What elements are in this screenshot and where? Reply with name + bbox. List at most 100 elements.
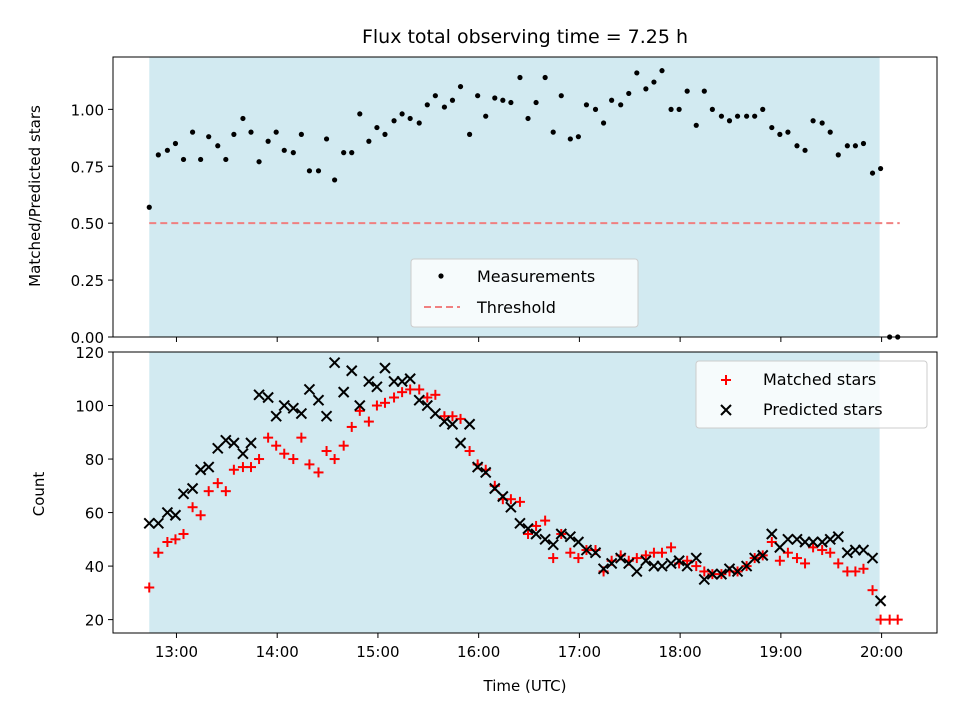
measurement-point bbox=[877, 165, 884, 172]
predicted-star-point bbox=[748, 552, 761, 564]
predicted-star-point bbox=[262, 391, 274, 404]
measurement-point bbox=[466, 131, 473, 137]
y-tick-label: 80 bbox=[85, 451, 104, 469]
measurement-point bbox=[374, 124, 380, 131]
measurement-point bbox=[281, 147, 287, 153]
predicted-star-point bbox=[497, 490, 509, 503]
predicted-star-point bbox=[757, 549, 769, 562]
legend-threshold-label: Threshold bbox=[476, 298, 556, 317]
predicted-star-point bbox=[597, 563, 610, 575]
measurement-point bbox=[701, 88, 707, 94]
measurement-point bbox=[416, 120, 422, 126]
y-tick-label: 1.00 bbox=[71, 101, 104, 119]
predicted-star-point bbox=[287, 402, 300, 414]
count-panel: 20 40 60 80 100 120 13:00 14:00 15:00 16:00 17:00… bbox=[30, 344, 938, 695]
predicted-star-point bbox=[202, 461, 215, 473]
measurement-point bbox=[146, 204, 152, 210]
measurement-point bbox=[794, 143, 800, 149]
matched-star-point bbox=[682, 555, 693, 566]
legend-measurements-label: Measurements bbox=[477, 267, 595, 286]
legend-predicted-label: Predicted stars bbox=[763, 400, 883, 419]
predicted-star-point bbox=[832, 530, 844, 543]
measurement-point bbox=[634, 70, 640, 76]
measurement-point bbox=[315, 168, 322, 174]
matched-star-point bbox=[430, 389, 441, 400]
measurement-point bbox=[290, 150, 296, 156]
matched-star-point bbox=[389, 392, 400, 403]
predicted-star-point bbox=[429, 407, 442, 420]
predicted-star-point bbox=[631, 565, 643, 578]
y-tick-label: 0.50 bbox=[71, 215, 104, 233]
matched-star-point bbox=[195, 510, 206, 521]
measurement-point bbox=[567, 136, 573, 142]
matched-star-point bbox=[321, 446, 332, 457]
measurement-point bbox=[198, 156, 204, 163]
matched-star-point bbox=[464, 446, 475, 457]
measurement-point bbox=[180, 156, 187, 163]
ratio-panel-frame bbox=[112, 56, 938, 338]
predicted-star-point bbox=[715, 568, 728, 580]
matched-star-point bbox=[203, 486, 214, 497]
predicted-star-point bbox=[295, 407, 308, 420]
matched-star-point bbox=[531, 520, 542, 531]
measurement-point bbox=[533, 99, 539, 106]
x-tick-label: 18:00 bbox=[659, 643, 702, 661]
measurement-point bbox=[332, 177, 338, 183]
ratio-y-ticks: 0.00 0.25 0.50 0.75 1.00 bbox=[71, 101, 113, 347]
measurement-point bbox=[802, 147, 808, 153]
measurement-point bbox=[583, 102, 590, 108]
predicted-star-point bbox=[245, 437, 257, 449]
chart-title: Flux total observing time = 7.25 h bbox=[362, 26, 688, 48]
y-tick-label: 0.75 bbox=[71, 158, 104, 176]
measurement-point bbox=[164, 147, 170, 153]
measurement-point bbox=[492, 95, 498, 101]
y-tick-label: 40 bbox=[85, 558, 104, 576]
predicted-star-point bbox=[857, 544, 870, 556]
ratio-y-axis-label: Matched/Predicted stars bbox=[26, 105, 44, 287]
matched-star-point bbox=[220, 486, 231, 497]
measurement-point bbox=[769, 124, 775, 131]
predicted-star-point bbox=[363, 375, 375, 388]
measurement-point bbox=[651, 79, 657, 85]
matched-star-point bbox=[540, 515, 551, 526]
predicted-star-point bbox=[589, 547, 602, 559]
legend-box bbox=[695, 360, 928, 429]
matched-star-point bbox=[774, 555, 785, 566]
matched-star-point bbox=[817, 545, 828, 556]
predicted-star-point bbox=[656, 560, 668, 572]
count-y-axis-label: Count bbox=[30, 472, 48, 517]
y-tick-label: 60 bbox=[85, 505, 104, 523]
measurement-point bbox=[718, 113, 725, 119]
predicted-star-point bbox=[413, 394, 425, 406]
predicted-star-point bbox=[270, 410, 282, 422]
matched-star-point bbox=[304, 459, 315, 470]
measurement-point bbox=[844, 143, 850, 149]
measurement-point bbox=[189, 129, 196, 135]
measurement-point bbox=[819, 120, 825, 126]
predicted-star-point bbox=[177, 488, 190, 500]
measurement-point bbox=[508, 99, 514, 106]
predicted-star-point bbox=[161, 506, 174, 519]
y-tick-label: 0.25 bbox=[71, 272, 104, 290]
y-tick-label: 0.00 bbox=[71, 329, 104, 347]
matched-star-points bbox=[144, 384, 903, 625]
predicted-star-point bbox=[824, 533, 836, 546]
measurement-point bbox=[483, 113, 489, 119]
measurement-point bbox=[449, 97, 456, 103]
predicted-star-point bbox=[698, 573, 711, 586]
predicted-star-point bbox=[438, 415, 451, 428]
matched-star-point bbox=[254, 454, 265, 465]
matched-star-point bbox=[414, 384, 425, 395]
measurement-point bbox=[441, 104, 448, 110]
predicted-star-point bbox=[320, 410, 333, 422]
measurement-point bbox=[206, 134, 212, 140]
matched-star-point bbox=[505, 494, 516, 505]
predicted-star-point bbox=[522, 522, 534, 535]
measurement-point bbox=[432, 93, 438, 99]
measurement-point bbox=[643, 86, 649, 92]
measurement-point bbox=[391, 118, 397, 124]
predicted-star-point bbox=[471, 461, 484, 473]
matched-star-point bbox=[354, 405, 365, 416]
predicted-star-point bbox=[555, 528, 567, 540]
matched-star-point bbox=[850, 566, 861, 577]
